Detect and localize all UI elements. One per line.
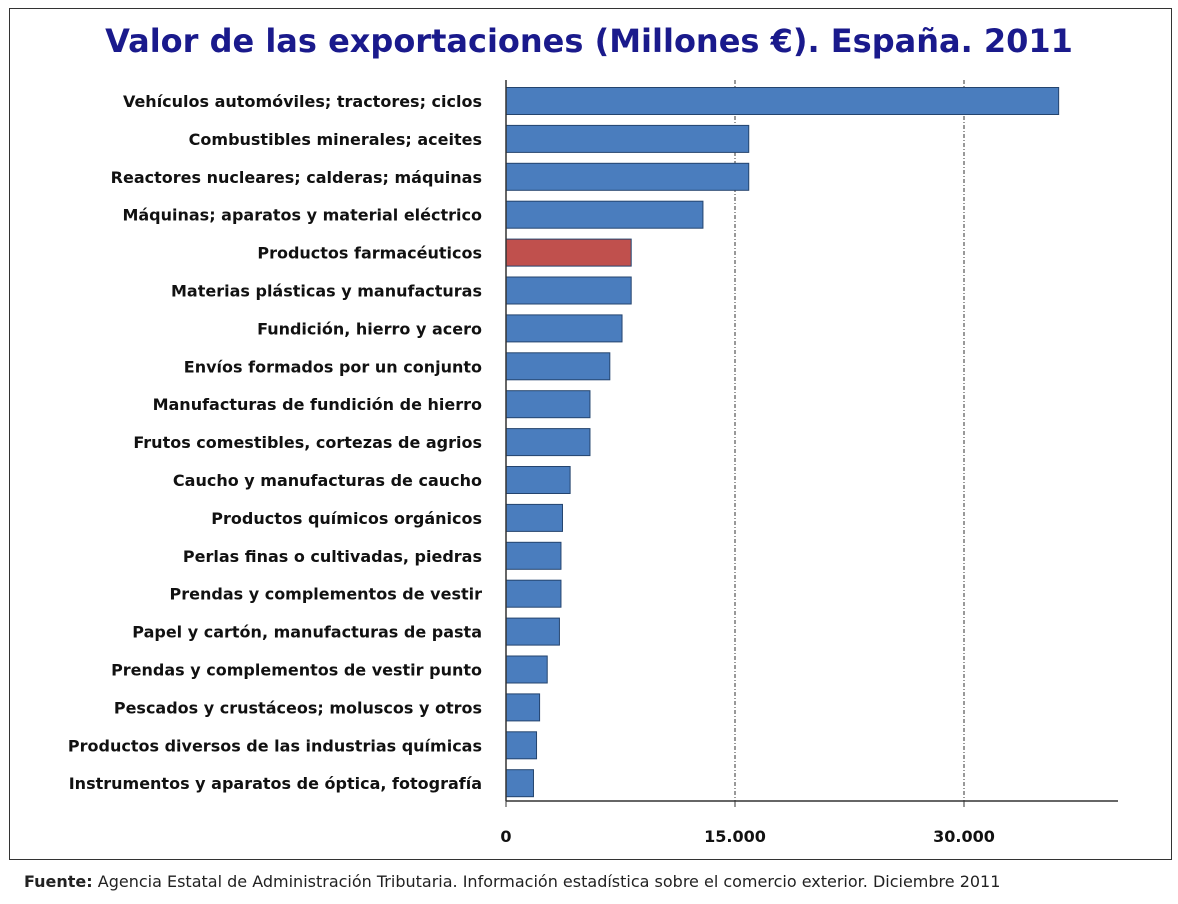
category-label: Instrumentos y aparatos de óptica, fotog…: [69, 774, 482, 793]
source-text: Agencia Estatal de Administración Tribut…: [92, 872, 1001, 891]
category-label: Caucho y manufacturas de caucho: [173, 471, 482, 490]
x-tick-label: 15.000: [704, 827, 766, 846]
bar: [505, 124, 750, 153]
bar: [505, 541, 562, 570]
bar: [505, 769, 534, 798]
x-tick-label: 0: [500, 827, 511, 846]
category-label: Combustibles minerales; aceites: [189, 130, 482, 149]
category-label: Envíos formados por un conjunto: [184, 357, 482, 376]
bar: [505, 87, 1060, 115]
category-label: Pescados y crustáceos; moluscos y otros: [114, 698, 482, 717]
bar: [505, 428, 591, 457]
category-label: Prendas y complementos de vestir punto: [111, 661, 482, 680]
bar: [505, 617, 560, 646]
bar: [505, 693, 541, 722]
category-label: Manufacturas de fundición de hierro: [153, 395, 482, 414]
category-label: Vehículos automóviles; tractores; ciclos: [123, 92, 482, 111]
bar: [505, 503, 563, 532]
bar: [505, 276, 632, 305]
bar: [505, 466, 571, 494]
bar: [505, 655, 548, 684]
bar: [505, 314, 623, 343]
source-footer: Fuente: Agencia Estatal de Administració…: [24, 872, 1000, 891]
bar: [505, 162, 750, 191]
bar: [505, 390, 591, 419]
category-label: Perlas finas o cultivadas, piedras: [183, 547, 482, 566]
category-label: Frutos comestibles, cortezas de agrios: [133, 433, 482, 452]
category-label: Máquinas; aparatos y material eléctrico: [122, 206, 482, 225]
category-label: Materias plásticas y manufacturas: [171, 282, 482, 301]
bar: [505, 238, 632, 267]
bar: [505, 579, 562, 608]
category-label: Fundición, hierro y acero: [257, 319, 482, 338]
bar: [505, 731, 538, 760]
chart-title: Valor de las exportaciones (Millones €).…: [105, 22, 1073, 60]
x-tick-label: 30.000: [933, 827, 995, 846]
category-label: Productos químicos orgánicos: [211, 509, 482, 528]
category-label: Prendas y complementos de vestir: [170, 585, 483, 604]
category-label: Reactores nucleares; calderas; máquinas: [111, 168, 482, 187]
bar: [505, 352, 611, 381]
bar: [505, 200, 704, 229]
category-label: Productos farmacéuticos: [257, 244, 482, 263]
category-label: Productos diversos de las industrias quí…: [68, 736, 482, 755]
source-label: Fuente:: [24, 872, 93, 891]
category-label: Papel y cartón, manufacturas de pasta: [132, 623, 482, 642]
